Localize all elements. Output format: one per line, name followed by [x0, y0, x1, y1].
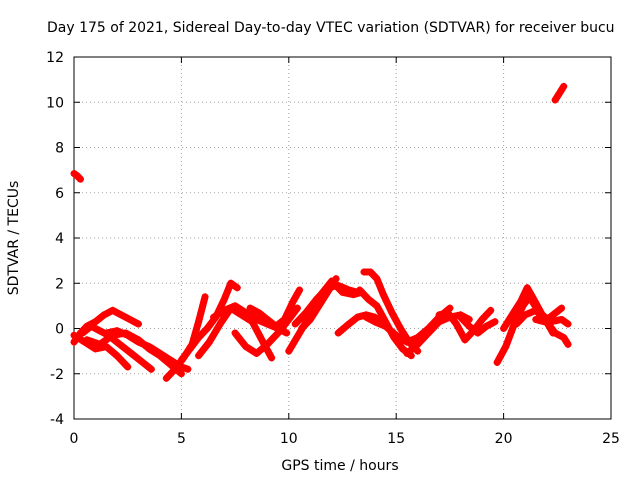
series-arc-m — [246, 286, 304, 330]
y-tick-label: 6 — [55, 186, 64, 202]
y-tick-label: 12 — [46, 50, 64, 66]
data-point — [181, 364, 189, 372]
data-point — [491, 318, 499, 326]
y-tick-label: 0 — [55, 322, 64, 338]
x-tick-label: 5 — [177, 431, 186, 447]
x-tick-label: 20 — [495, 431, 513, 447]
series-arc-p — [298, 275, 340, 332]
data-point — [487, 306, 495, 314]
y-tick-label: 4 — [55, 231, 64, 247]
x-tick-label: 15 — [387, 431, 405, 447]
data-point — [177, 370, 185, 378]
x-tick-label: 10 — [280, 431, 298, 447]
data-series — [70, 82, 572, 382]
data-point — [558, 304, 566, 312]
chart-title: Day 175 of 2021, Sidereal Day-to-day VTE… — [47, 20, 615, 36]
data-point — [201, 293, 209, 301]
y-tick-label: -2 — [50, 367, 64, 383]
data-point — [293, 304, 301, 312]
y-tick-label: 2 — [55, 276, 64, 292]
y-tick-label: -4 — [50, 412, 64, 428]
series-arc-aa — [532, 304, 566, 326]
data-point — [233, 284, 241, 292]
data-point — [332, 275, 340, 283]
data-point — [124, 363, 132, 371]
data-point — [147, 365, 155, 373]
data-point — [268, 354, 276, 362]
series-arc-i — [177, 279, 241, 364]
series-arc-w — [457, 313, 499, 337]
data-point — [564, 320, 572, 328]
data-point — [283, 329, 291, 337]
data-point — [564, 340, 572, 348]
x-tick-label: 0 — [70, 431, 79, 447]
data-point — [560, 82, 568, 90]
y-tick-label: 10 — [46, 95, 64, 111]
y-axis-label: SDTVAR / TECUs — [6, 181, 22, 296]
axis-ticks: 0 5 10 15 20 25 -4 -2 0 2 4 6 8 10 12 — [46, 50, 620, 447]
x-axis-label: GPS time / hours — [281, 458, 398, 474]
data-point — [134, 320, 142, 328]
series-arc-d — [70, 331, 132, 371]
grid-lines — [74, 57, 611, 419]
x-tick-label: 25 — [602, 431, 620, 447]
series-arc-v — [435, 306, 495, 344]
y-tick-label: 8 — [55, 141, 64, 157]
data-point — [296, 286, 304, 294]
series-arc-a — [70, 170, 84, 183]
data-point — [76, 175, 84, 183]
data-point — [184, 365, 192, 373]
series-arc-j — [195, 304, 276, 362]
series-arc-b — [551, 82, 568, 104]
